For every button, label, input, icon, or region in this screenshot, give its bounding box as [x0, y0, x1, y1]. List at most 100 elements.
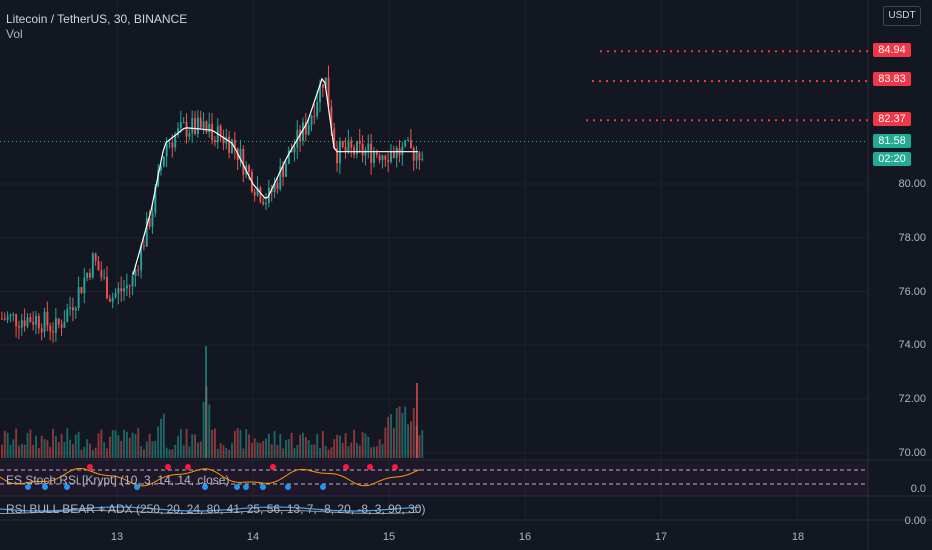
currency-button[interactable]: USDT	[883, 6, 921, 26]
candle-body	[392, 151, 395, 158]
volume-bar	[15, 428, 18, 458]
stoch-oversold-dot	[42, 484, 48, 490]
candle-body	[242, 149, 245, 175]
volume-bar	[111, 430, 114, 458]
candle-body	[69, 307, 72, 310]
volume-bar	[208, 404, 211, 458]
candle-body	[248, 165, 250, 172]
candle-body	[307, 124, 310, 135]
volume-bar	[18, 445, 20, 458]
candle-body	[40, 328, 43, 333]
candle-body	[140, 245, 143, 271]
candle-body	[171, 142, 174, 148]
volume-bar	[83, 446, 86, 458]
candle-body	[182, 122, 185, 124]
candle-body	[165, 143, 168, 157]
price-axis-label: 80.00	[898, 178, 926, 190]
candle-body	[177, 128, 179, 136]
volume-bar	[364, 433, 367, 458]
volume-bar	[32, 444, 35, 458]
volume-bar	[66, 428, 69, 458]
volume-bar	[296, 444, 299, 458]
candle-body	[324, 77, 327, 89]
candle-body	[367, 143, 370, 151]
candle-body	[128, 285, 131, 287]
volume-bar	[273, 430, 276, 458]
candle-body	[191, 118, 194, 134]
stoch-oversold-dot	[134, 484, 140, 490]
candle-body	[375, 152, 378, 156]
volume-bar	[231, 443, 233, 458]
volume-bar	[140, 446, 143, 458]
time-axis-label: 17	[654, 531, 668, 543]
volume-bar	[245, 429, 248, 458]
volume-bar	[29, 429, 32, 458]
time-axis-label: 16	[518, 531, 532, 543]
stoch-oversold-dot	[320, 484, 326, 490]
volume-spike	[416, 383, 418, 458]
stoch-overbought-dot	[185, 464, 191, 470]
volume-bar	[253, 438, 256, 458]
volume-bar	[248, 434, 250, 458]
candle-body	[125, 285, 128, 289]
candle-body	[46, 311, 49, 326]
rsi-adx-legend[interactable]: RSI BULL BEAR + ADX (250, 20, 24, 80, 41…	[6, 502, 426, 516]
volume-bar	[270, 444, 273, 458]
time-axis-label: 15	[382, 531, 396, 543]
stoch-k-line	[0, 468, 421, 487]
volume-bar	[214, 428, 216, 458]
candle-body	[262, 201, 265, 205]
candle-body	[370, 143, 373, 163]
candle-body	[23, 320, 26, 327]
volume-bar	[23, 444, 26, 458]
volume-bar	[336, 434, 339, 458]
volume-bar	[344, 433, 347, 458]
volume-bar	[333, 439, 336, 458]
candle-body	[145, 218, 148, 247]
stoch-rsi-legend[interactable]: ES Stoch RSi [Krypt] (10, 3, 14, 14, clo…	[6, 473, 230, 487]
volume-bar	[310, 444, 313, 458]
candle-body	[106, 276, 108, 299]
volume-bar	[350, 442, 353, 458]
volume-bar	[409, 421, 412, 458]
price-tag-level-3: 82.37	[873, 112, 911, 126]
volume-bar	[324, 445, 327, 458]
candle-body	[390, 151, 392, 162]
volume-bar	[358, 445, 361, 458]
candle-body	[387, 159, 390, 162]
volume-bar	[40, 435, 43, 458]
volume-bar	[219, 443, 222, 458]
stoch-overbought-dot	[87, 464, 93, 470]
price-tag-level-1: 84.94	[873, 43, 911, 57]
candle-body	[80, 287, 83, 293]
volume-bar	[239, 429, 242, 458]
candle-body	[409, 140, 412, 148]
candle-body	[418, 152, 421, 160]
time-axis-label: 14	[246, 531, 260, 543]
candle-body	[282, 166, 285, 177]
candle-body	[319, 84, 321, 103]
candle-body	[327, 77, 330, 107]
volume-bar	[125, 431, 128, 458]
volume-bar	[262, 440, 265, 458]
volume-bar	[26, 432, 29, 458]
volume-bar	[256, 442, 259, 458]
candle-body	[356, 140, 358, 155]
candle-body	[350, 140, 353, 148]
stoch-oversold-dot	[64, 484, 70, 490]
price-tag-level-2: 83.83	[873, 72, 911, 86]
volume-bar	[74, 434, 77, 458]
rsi-line	[0, 506, 421, 512]
candle-body	[52, 331, 55, 333]
stoch-oversold-dot	[285, 484, 291, 490]
candle-body	[316, 102, 319, 117]
candle-body	[330, 106, 333, 129]
volume-bar	[412, 408, 415, 458]
volume-bar	[43, 439, 46, 458]
candle-body	[384, 155, 387, 160]
volume-bar	[177, 436, 179, 458]
volume-bar	[97, 433, 100, 458]
candle-body	[83, 277, 86, 293]
